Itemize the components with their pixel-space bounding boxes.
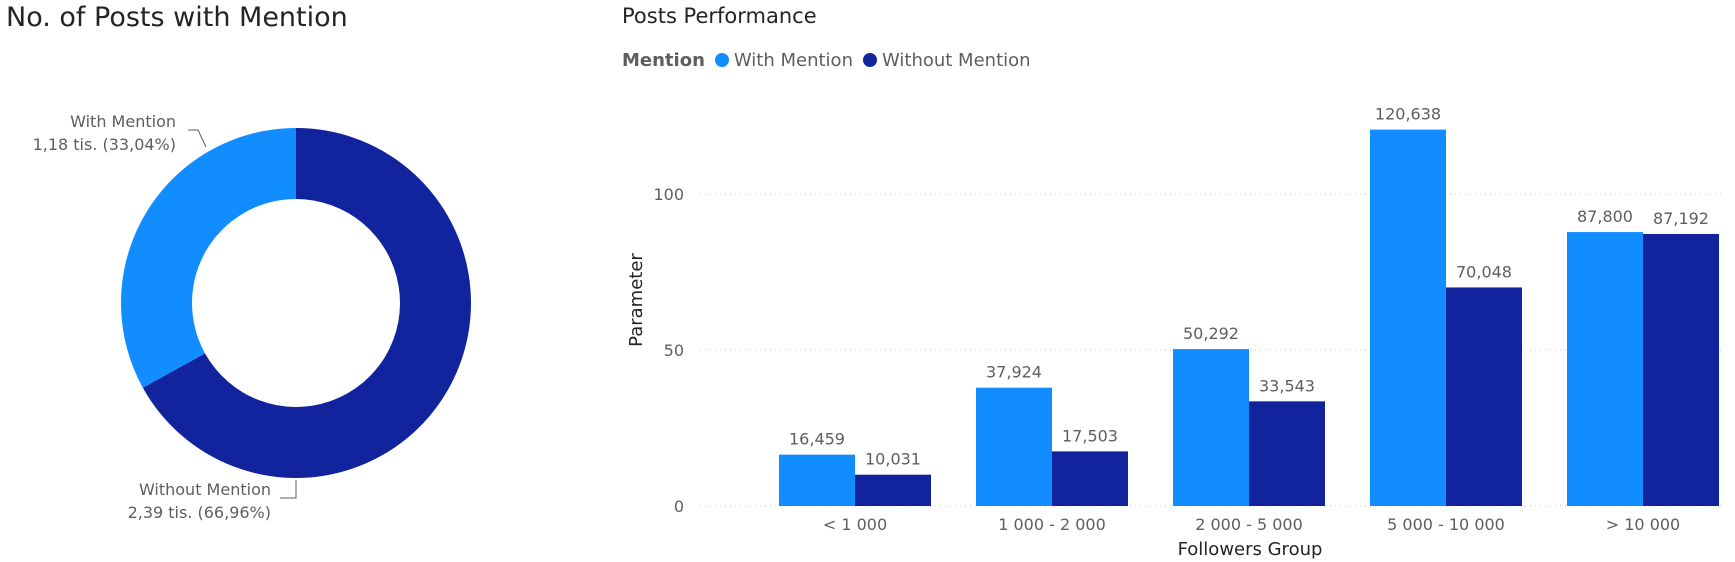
x-tick-label-4: > 10 000 — [1606, 515, 1680, 534]
data-label-with-mention-2: 50,292 — [1183, 324, 1239, 343]
bar-without-mention-0 — [855, 474, 931, 506]
legend-item-without-mention[interactable]: Without Mention — [862, 49, 1031, 71]
x-tick-label-0: < 1 000 — [823, 515, 887, 534]
x-tick-label-3: 5 000 - 10 000 — [1387, 515, 1505, 534]
bar-with-mention-1 — [976, 387, 1052, 506]
data-label-without-mention-0: 10,031 — [865, 450, 921, 469]
donut-label-with-mention-name: With Mention — [70, 112, 176, 131]
x-tick-label-2: 2 000 - 5 000 — [1195, 515, 1303, 534]
data-label-without-mention-2: 33,543 — [1259, 376, 1315, 395]
legend-title: Mention — [622, 49, 705, 71]
bar-chart-legend: Mention With Mention Without Mention — [622, 48, 1041, 72]
donut-slice-without-mention — [142, 128, 471, 478]
x-tick-label-1: 1 000 - 2 000 — [998, 515, 1106, 534]
bar-with-mention-4 — [1567, 232, 1643, 506]
donut-label-with-mention-value: 1,18 tis. (33,04%) — [33, 135, 176, 154]
data-label-without-mention-3: 70,048 — [1456, 262, 1512, 281]
y-axis-title: Parameter — [626, 253, 647, 347]
bar-without-mention-4 — [1643, 233, 1719, 507]
donut-leader-without-mention — [280, 480, 297, 499]
y-tick-label-50: 50 — [664, 341, 684, 360]
bar-with-mention-0 — [779, 454, 855, 506]
y-tick-label-0: 0 — [674, 497, 684, 516]
bar-without-mention-2 — [1249, 401, 1325, 506]
data-label-without-mention-4: 87,192 — [1653, 209, 1709, 228]
legend-label-with-mention: With Mention — [733, 49, 853, 71]
legend-item-with-mention[interactable]: With Mention — [714, 49, 853, 71]
data-label-without-mention-1: 17,503 — [1062, 426, 1118, 445]
donut-label-without-mention-name: Without Mention — [139, 480, 271, 499]
x-axis-title: Followers Group — [1178, 539, 1323, 560]
data-label-with-mention-3: 120,638 — [1375, 105, 1441, 124]
data-label-with-mention-1: 37,924 — [986, 363, 1042, 382]
y-tick-label-100: 100 — [653, 185, 684, 204]
legend-dot-with-mention-icon — [714, 53, 729, 67]
donut-label-without-mention-value: 2,39 tis. (66,96%) — [128, 503, 271, 522]
donut-slice-with-mention — [121, 128, 297, 388]
legend-label-without-mention: Without Mention — [881, 49, 1031, 71]
data-label-with-mention-4: 87,800 — [1577, 207, 1633, 226]
bar-without-mention-1 — [1052, 451, 1128, 506]
bar-with-mention-2 — [1173, 349, 1249, 506]
bar-chart-title: Posts Performance — [622, 4, 817, 28]
donut-chart-title: No. of Posts with Mention — [6, 2, 348, 33]
legend-dot-without-mention-icon — [862, 53, 877, 67]
data-label-with-mention-0: 16,459 — [789, 430, 845, 449]
donut-leader-with-mention — [188, 129, 207, 148]
bar-with-mention-3 — [1370, 129, 1446, 506]
bar-without-mention-3 — [1446, 287, 1522, 506]
